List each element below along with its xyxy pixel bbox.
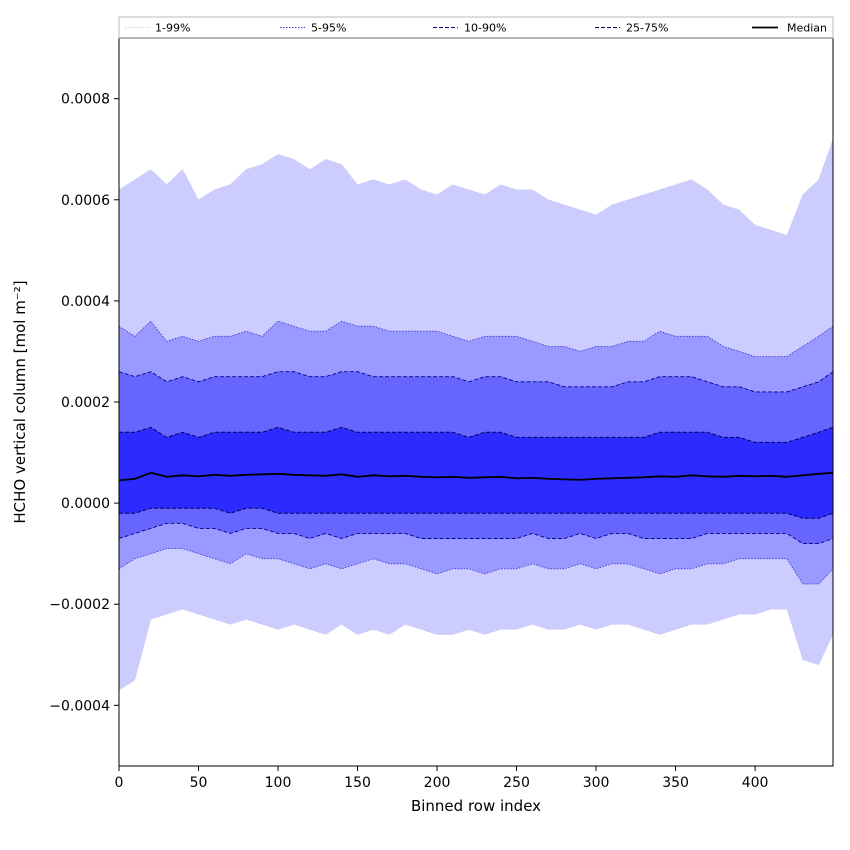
- x-tick-label: 350: [662, 775, 689, 791]
- x-axis-label: Binned row index: [411, 797, 541, 815]
- legend-label-5-95-: 5-95%: [311, 22, 346, 35]
- y-tick-label: 0.0002: [61, 395, 110, 411]
- series-line-25-75--lower: [119, 507, 833, 519]
- band-25-75-: [119, 427, 833, 519]
- y-tick-label: 0.0004: [61, 294, 110, 310]
- y-tick-label: −0.0002: [49, 597, 110, 613]
- x-tick-label: 0: [115, 775, 124, 791]
- y-tick-label: 0.0006: [61, 193, 110, 209]
- legend-label-10-90-: 10-90%: [464, 22, 506, 35]
- y-tick-label: −0.0004: [49, 698, 110, 714]
- x-tick-label: 100: [265, 775, 292, 791]
- series-line-1-99--upper: [119, 139, 833, 236]
- y-tick-label: 0.0000: [61, 496, 110, 512]
- legend-label-25-75-: 25-75%: [626, 22, 668, 35]
- x-tick-label: 250: [503, 775, 530, 791]
- series-line-median-line: [119, 471, 833, 482]
- y-tick-label: 0.0008: [61, 92, 110, 108]
- series-line-1-99--lower: [119, 608, 833, 691]
- legend-label-median: Median: [787, 22, 827, 35]
- x-tick-label: 150: [344, 775, 371, 791]
- line-layer: [119, 139, 833, 691]
- x-tick-label: 200: [424, 775, 451, 791]
- y-axis: −0.0004 −0.0002 0.0000 0.0002 0.0004 0.0006 0.…: [49, 92, 119, 714]
- legend-label-1-99-: 1-99%: [155, 22, 190, 35]
- y-axis-label: HCHO vertical column [mol m⁻²]: [11, 280, 29, 523]
- band-layer: [119, 139, 833, 691]
- x-tick-label: 300: [583, 775, 610, 791]
- series-line-25-75--upper: [119, 426, 833, 443]
- series-line-5-95--upper: [119, 320, 833, 357]
- series-line-10-90--lower: [119, 522, 833, 545]
- x-tick-label: 400: [742, 775, 769, 791]
- x-tick-label: 50: [190, 775, 208, 791]
- legend: 1-99% 5-95% 10-90% 25-75% Median: [118, 16, 834, 39]
- series-line-10-90--upper: [119, 371, 833, 393]
- x-axis: 0 50 100 150 200 250 300 350 400: [115, 766, 769, 791]
